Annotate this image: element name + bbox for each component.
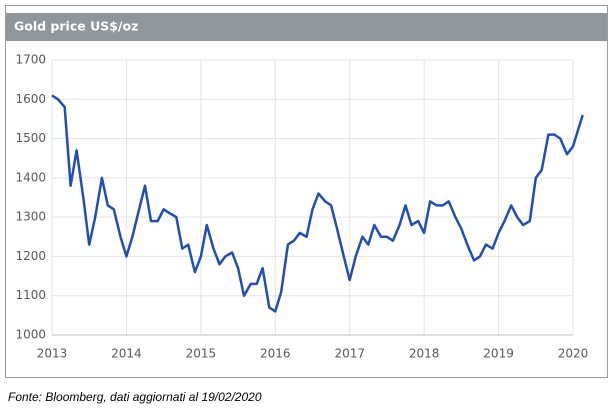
frame — [5, 5, 608, 378]
chart-title: Gold price US$/oz — [14, 19, 138, 34]
price-line — [51, 94, 584, 313]
x-tick-label: 2015 — [186, 347, 217, 361]
x-tick-label: 2016 — [260, 347, 291, 361]
x-tick-label: 2014 — [111, 347, 142, 361]
y-tick-label: 1300 — [15, 210, 46, 224]
y-tick-label: 1200 — [15, 249, 46, 263]
y-tick-label: 1400 — [15, 170, 46, 184]
x-tick-label: 2019 — [483, 347, 514, 361]
x-tick-label: 2020 — [558, 347, 589, 361]
header-bar — [6, 13, 607, 41]
y-tick-label: 1000 — [15, 328, 46, 342]
x-tick-label: 2017 — [334, 347, 365, 361]
y-tick-label: 1500 — [15, 131, 46, 145]
y-tick-label: 1700 — [15, 53, 46, 67]
y-tick-label: 1600 — [15, 92, 46, 106]
x-tick-label: 2013 — [37, 347, 68, 361]
x-tick-label: 2018 — [409, 347, 440, 361]
y-tick-label: 1100 — [15, 288, 46, 302]
footnote: Fonte: Bloomberg, dati aggiornati al 19/… — [8, 390, 262, 404]
